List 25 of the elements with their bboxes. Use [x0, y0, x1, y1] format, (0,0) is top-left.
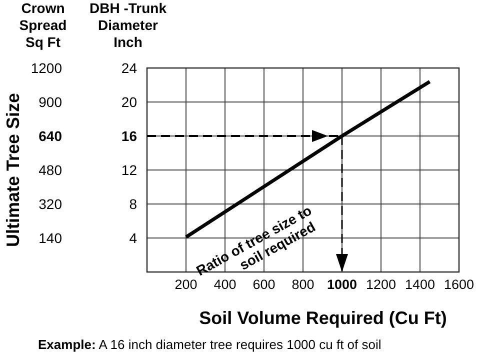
- text: 640: [38, 128, 62, 144]
- text: 140: [38, 230, 62, 246]
- x-tick-label: 200: [174, 277, 198, 292]
- text: 900: [38, 94, 62, 110]
- text: Ultimate Tree Size: [3, 92, 23, 248]
- text: Example: A 16 inch diameter tree requires 1000 cu ft of soil: [38, 337, 382, 352]
- x-tick-label: 800: [292, 277, 314, 292]
- text: 480: [38, 162, 62, 178]
- x-axis-title: Soil Volume Required (Cu Ft): [199, 308, 447, 328]
- y-tick-label: 20: [121, 94, 138, 110]
- x-tick-label: 1600: [444, 277, 474, 292]
- x-tick-label: 1000: [326, 277, 358, 292]
- x-tick-label: 600: [252, 277, 276, 292]
- text: 1200: [30, 60, 62, 76]
- text: Crown Spread Sq Ft: [19, 0, 67, 50]
- text: 320: [38, 196, 62, 212]
- y-tick-label: 4: [129, 230, 138, 246]
- y-tick-label: 8: [129, 196, 138, 212]
- y-axis-title: DBH -Trunk Diameter Inch: [90, 0, 167, 50]
- y-tick-label: 24: [121, 60, 138, 76]
- x-tick-label: 400: [214, 277, 236, 292]
- y-tick-label: 12: [121, 162, 138, 178]
- y-tick-label: 16: [121, 128, 138, 144]
- x-tick-label: 1200: [366, 277, 396, 292]
- x-tick-label: 1400: [404, 277, 436, 292]
